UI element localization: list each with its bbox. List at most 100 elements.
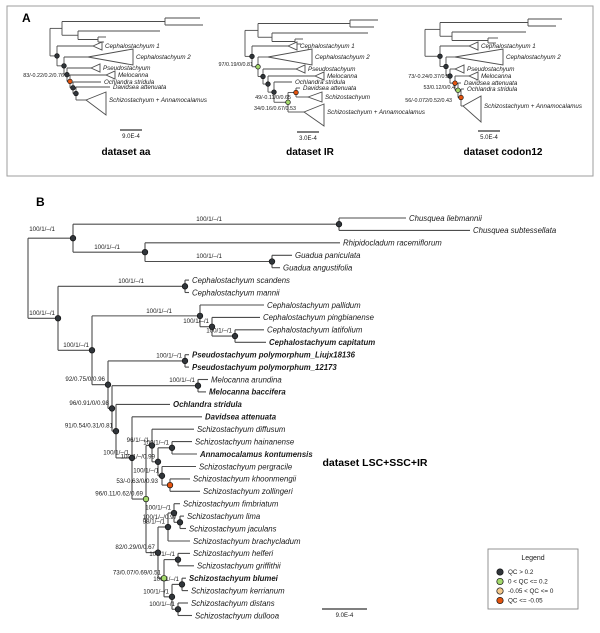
taxon-label: Schizostachyum (325, 94, 370, 101)
panel-a-border (6, 5, 594, 177)
taxon-label: Schizostachyum distans (191, 599, 275, 608)
taxon-label: Chusquea subtessellata (473, 226, 557, 235)
node-dot-black (88, 347, 96, 354)
collapsed-clade-triangle (89, 63, 101, 73)
support-label: 73/0.07/0.69/0.51 (113, 570, 162, 577)
taxon-label: Ochlandra stridula (173, 400, 243, 409)
taxon-label: Guadua angustifolia (283, 264, 353, 273)
support-label: 100/1/–/1 (169, 377, 195, 384)
collapsed-clade-triangle (286, 41, 298, 51)
support-label: 82/0.29/0/0.67 (115, 544, 155, 551)
taxon-label: Cephalostachyum scandens (192, 276, 290, 285)
collapsed-clade-triangle (306, 91, 323, 103)
taxon-label: Cephalostachyum capitatum (269, 338, 375, 347)
support-label: 53/-0.63/0/0.93 (116, 478, 158, 485)
taxon-label: Schizostachyum helferi (193, 549, 273, 558)
node-dot-green (142, 495, 150, 503)
node-dot-black (108, 405, 116, 412)
support-label: 100/1/–/1 (143, 439, 169, 446)
support-label: 100/1/–/1 (133, 467, 159, 474)
node-dot-black (231, 332, 239, 340)
taxon-label: Cephalostachyum latifolium (267, 326, 363, 335)
support-label: 100/1/–/0.97 (143, 514, 178, 521)
legend-item-label: 0 < QC <= 0.2 (508, 579, 548, 586)
taxon-label: Schizostachyum diffusum (197, 425, 286, 434)
legend-item-label: -0.05 < QC <= 0 (508, 588, 554, 595)
support-label: 100/1/–/1 (206, 328, 232, 335)
taxon-label: Ochlandra stridula (467, 86, 518, 93)
node-dot-green (455, 87, 461, 93)
node-dot-red (67, 78, 73, 85)
collapsed-clade-triangle (91, 41, 103, 51)
dataset-caption: dataset IR (286, 147, 335, 158)
node-dot-black (174, 606, 182, 613)
taxon-label: Schizostachyum + Annamocalamus (109, 97, 207, 104)
node-dot-black (104, 381, 112, 388)
node-dot-black (174, 556, 182, 563)
taxon-label: Cephalostachyum 2 (506, 54, 561, 61)
taxon-label: Schizostachyum jaculans (189, 524, 277, 533)
node-dot-black (148, 442, 156, 449)
support-label: 96/1/–/1 (127, 437, 150, 444)
taxon-label: Melocanna (481, 73, 512, 80)
node-dot-black (69, 235, 77, 242)
support-label: 100/1/–/1 (156, 352, 182, 359)
node-dot-black (64, 72, 70, 78)
node-dot-black (208, 323, 216, 330)
taxon-label: Melocanna (327, 73, 358, 80)
node-dot-green (255, 64, 261, 70)
node-dot-black (447, 73, 453, 79)
support-label: 96/0.91/0/0.98 (69, 400, 109, 407)
taxon-label: Pseudostachyum (103, 65, 150, 72)
node-dot-black (194, 382, 202, 389)
taxon-label: Cephalostachyum 2 (315, 54, 370, 61)
support-label: 100/1/–/1 (183, 318, 209, 325)
node-dot-black (128, 454, 136, 462)
collapsed-clade-triangle (303, 103, 325, 127)
node-dot-black (437, 53, 443, 59)
node-dot-red (293, 89, 299, 96)
node-dot-black (158, 472, 166, 479)
collapsed-clade-triangle (467, 71, 479, 81)
legend-dot-tan (496, 587, 504, 595)
taxon-label: Melocanna baccifera (209, 388, 286, 397)
node-dot-black (70, 85, 76, 91)
support-label: 91/0.54/0.31/0.81 (65, 423, 114, 430)
legend-item-label: QC <= -0.05 (508, 598, 543, 605)
scale-bar-label: 5.0E-4 (480, 135, 498, 141)
taxon-label: Annamocalamus kontumensis (199, 450, 313, 459)
node-dot-black (181, 357, 189, 365)
taxon-label: Rhipidocladum racemiflorum (343, 239, 442, 248)
taxon-label: Pseudostachyum polymorphum_Liujx18136 (192, 351, 356, 360)
collapsed-clade-triangle (267, 48, 313, 66)
taxon-label: Cephalostachyum pingbianense (263, 313, 375, 322)
scale-bar-label: 3.0E-4 (299, 136, 317, 142)
node-dot-black (181, 283, 189, 290)
collapsed-clade-triangle (294, 64, 306, 74)
taxon-label: Melocanna arundina (211, 375, 282, 384)
collapsed-clade-triangle (454, 48, 504, 66)
scale-bar-label: 9.0E-4 (122, 134, 140, 140)
support-label: 49/-0.11/0/0.65 (255, 95, 291, 101)
node-dot-black (154, 458, 162, 465)
node-dot-green (160, 575, 168, 582)
support-label: 100/1/–/1 (149, 601, 175, 608)
taxon-label: Cephalostachyum 2 (136, 54, 191, 61)
taxon-label: Guadua paniculata (295, 251, 361, 260)
collapsed-clade-triangle (313, 71, 325, 81)
support-label: 34/0.16/0.67/0.53 (254, 106, 296, 112)
taxon-label: Cephalostachyum pallidum (267, 301, 361, 310)
taxon-label: Schizostachyum kerrianum (191, 586, 285, 595)
legend-title: Legend (521, 555, 544, 562)
dataset-caption: dataset codon12 (464, 147, 543, 158)
taxon-label: Pseudostachyum polymorphum_12173 (192, 363, 337, 372)
node-dot-black (61, 63, 67, 69)
support-label: 100/1/–/1 (29, 226, 55, 233)
node-dot-red (458, 94, 464, 101)
taxon-label: Davidsea attenuata (205, 413, 277, 422)
support-label: 97/0.19/0/0.81 (219, 62, 253, 68)
taxon-label: Davidsea attenuata (464, 80, 518, 87)
node-dot-black (73, 90, 79, 97)
